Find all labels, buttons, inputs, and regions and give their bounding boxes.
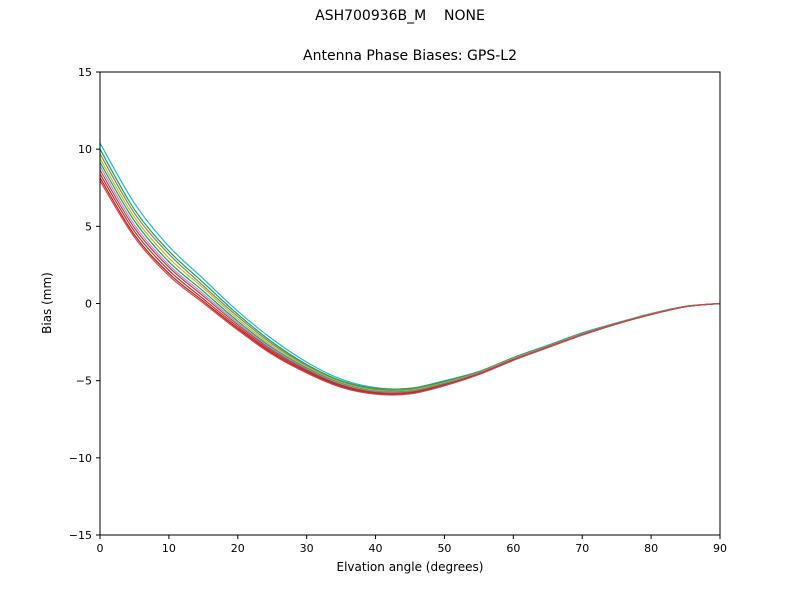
series-line-series-1 [99, 142, 721, 390]
x-tick-label: 80 [644, 542, 658, 555]
y-tick-label: 10 [78, 143, 92, 156]
series-line-series-4 [99, 158, 721, 392]
series-line-series-10 [99, 180, 721, 396]
series-line-series-8 [99, 173, 721, 395]
y-tick-label: −5 [76, 375, 92, 388]
x-tick-label: 70 [575, 542, 589, 555]
x-tick-label: 90 [713, 542, 727, 555]
series-line-series-7 [99, 169, 721, 394]
y-tick-label: −10 [69, 452, 92, 465]
plot-border [99, 71, 721, 536]
y-tick-label: 5 [85, 220, 92, 233]
y-tick-label: −15 [69, 529, 92, 542]
x-axis-label: Elvation angle (degrees) [336, 560, 484, 574]
figure-title: ASH700936B_M NONE [315, 8, 485, 24]
series-line-series-3 [99, 153, 721, 392]
y-tick-label: 15 [78, 66, 92, 79]
y-tick-label: 0 [85, 298, 92, 311]
x-tick-label: 40 [369, 542, 383, 555]
x-tick-label: 50 [437, 542, 451, 555]
y-axis-label: Bias (mm) [40, 272, 54, 334]
x-tick-label: 30 [300, 542, 314, 555]
x-tick-label: 60 [506, 542, 520, 555]
x-tick-label: 10 [162, 542, 176, 555]
axes-title: Antenna Phase Biases: GPS-L2 [303, 48, 517, 64]
x-tick-label: 0 [97, 542, 104, 555]
x-tick-label: 20 [231, 542, 245, 555]
